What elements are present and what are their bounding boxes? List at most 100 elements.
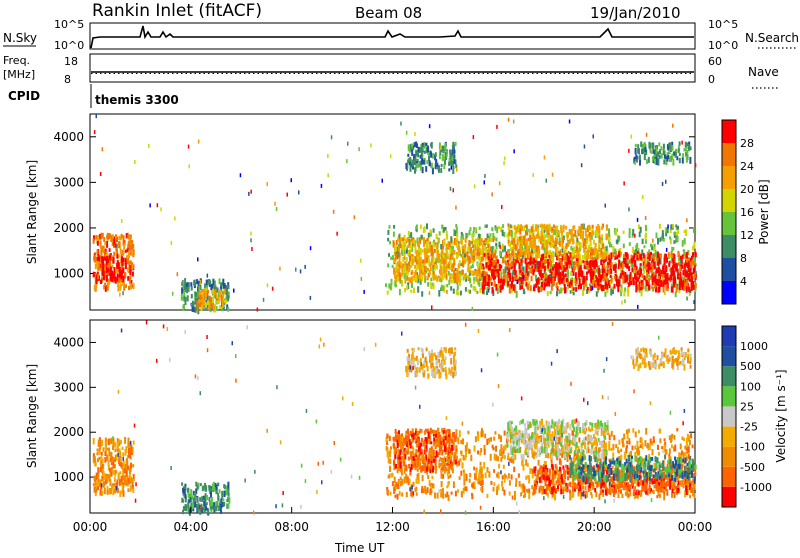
data-cell bbox=[97, 250, 99, 254]
data-cell bbox=[399, 272, 401, 275]
data-cell bbox=[490, 481, 492, 485]
data-cell bbox=[486, 224, 488, 227]
data-cell bbox=[472, 256, 474, 260]
data-cell bbox=[104, 488, 106, 495]
data-cell bbox=[531, 276, 533, 282]
data-cell bbox=[448, 264, 450, 268]
data-cell bbox=[573, 292, 575, 296]
data-cell bbox=[686, 252, 688, 258]
data-cell bbox=[502, 283, 504, 290]
data-cell bbox=[392, 265, 394, 268]
data-cell bbox=[476, 249, 478, 256]
data-cell bbox=[558, 263, 560, 270]
data-cell bbox=[219, 289, 221, 296]
data-cell bbox=[429, 270, 431, 275]
data-cell bbox=[484, 253, 486, 257]
data-cell bbox=[459, 260, 461, 264]
data-cell bbox=[201, 504, 203, 508]
data-cell bbox=[689, 269, 691, 272]
data-cell bbox=[441, 225, 443, 229]
colorbar-tick-label: 8 bbox=[740, 252, 747, 265]
data-cell bbox=[94, 130, 96, 134]
data-cell bbox=[586, 271, 588, 275]
data-cell bbox=[100, 244, 102, 248]
data-cell bbox=[536, 269, 538, 272]
data-cell bbox=[455, 142, 457, 146]
data-cell bbox=[205, 303, 207, 307]
data-cell bbox=[661, 446, 663, 449]
data-cell bbox=[451, 266, 453, 271]
data-cell bbox=[664, 258, 666, 263]
data-cell bbox=[438, 239, 440, 243]
data-cell bbox=[611, 431, 613, 437]
data-cell bbox=[392, 473, 394, 477]
data-cell bbox=[568, 264, 570, 268]
data-cell bbox=[398, 479, 400, 484]
data-cell bbox=[407, 154, 409, 157]
data-cell bbox=[569, 239, 571, 244]
data-cell bbox=[682, 270, 684, 276]
data-cell bbox=[519, 228, 521, 234]
data-cell bbox=[446, 290, 448, 294]
data-cell bbox=[425, 166, 427, 172]
data-cell bbox=[631, 281, 633, 285]
data-cell bbox=[484, 449, 486, 455]
data-cell bbox=[664, 438, 666, 441]
data-cell bbox=[415, 488, 417, 492]
colorbar-tick-label: 4 bbox=[740, 275, 747, 288]
data-cell bbox=[534, 241, 536, 247]
data-cell bbox=[552, 278, 554, 284]
data-cell bbox=[653, 436, 655, 443]
data-cell bbox=[480, 462, 482, 466]
data-cell bbox=[207, 300, 209, 305]
nsearch-tick-top: 10^5 bbox=[708, 18, 738, 31]
data-cell bbox=[100, 463, 102, 467]
data-cell bbox=[648, 157, 650, 163]
data-cell bbox=[587, 266, 589, 270]
data-cell bbox=[207, 509, 209, 514]
data-cell bbox=[631, 268, 633, 272]
data-cell bbox=[686, 286, 688, 293]
data-cell bbox=[618, 236, 620, 241]
data-cell bbox=[426, 223, 428, 229]
colorbar-tick-label: 20 bbox=[740, 183, 754, 196]
data-cell bbox=[433, 276, 435, 281]
data-cell bbox=[592, 260, 594, 267]
data-cell bbox=[678, 452, 680, 457]
data-cell bbox=[491, 282, 493, 286]
data-cell bbox=[692, 445, 694, 449]
colorbar-swatch bbox=[722, 189, 736, 212]
data-cell bbox=[533, 259, 535, 265]
data-cell bbox=[416, 492, 418, 496]
data-cell bbox=[439, 278, 441, 282]
data-cell bbox=[127, 488, 129, 492]
data-cell bbox=[578, 273, 580, 278]
data-cell bbox=[100, 172, 102, 176]
data-cell bbox=[494, 253, 496, 259]
data-cell bbox=[628, 207, 630, 211]
data-cell bbox=[457, 284, 459, 290]
data-cell bbox=[110, 458, 112, 462]
data-cell bbox=[422, 264, 424, 269]
data-cell bbox=[441, 271, 443, 277]
data-cell bbox=[104, 283, 106, 287]
data-cell bbox=[436, 265, 438, 270]
data-cell bbox=[209, 302, 211, 308]
data-cell bbox=[227, 482, 229, 489]
data-cell bbox=[663, 144, 665, 150]
data-cell bbox=[588, 245, 590, 250]
data-cell bbox=[657, 158, 659, 163]
data-cell bbox=[194, 498, 196, 502]
data-cell bbox=[694, 265, 696, 269]
data-cell bbox=[430, 282, 432, 285]
data-cell bbox=[452, 255, 454, 260]
data-cell bbox=[441, 164, 443, 167]
data-cell bbox=[214, 506, 216, 510]
data-cell bbox=[454, 150, 456, 154]
data-cell bbox=[411, 276, 413, 283]
data-cell bbox=[536, 234, 538, 239]
data-cell bbox=[202, 486, 204, 491]
data-cell bbox=[473, 227, 475, 231]
data-cell bbox=[400, 477, 402, 480]
